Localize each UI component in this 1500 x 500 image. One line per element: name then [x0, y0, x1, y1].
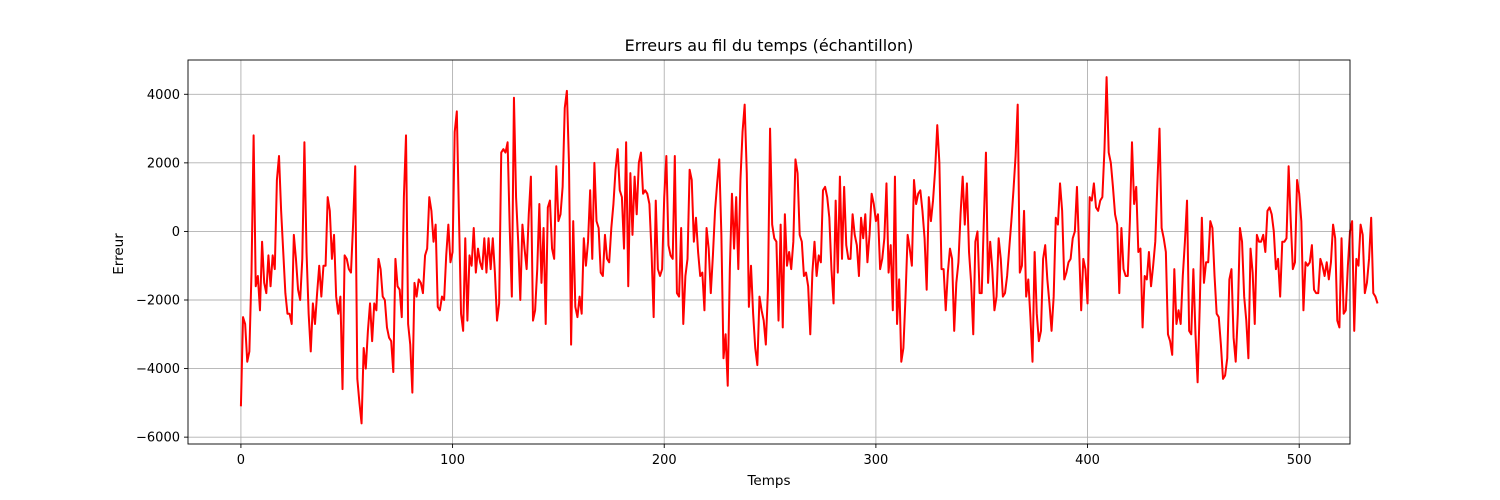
x-tick-label: 0	[237, 453, 245, 468]
y-tick-label: 2000	[147, 156, 180, 171]
x-tick-label: 300	[863, 453, 888, 468]
y-tick-label: −6000	[136, 431, 180, 446]
x-tick-label: 400	[1075, 453, 1100, 468]
y-axis-label: Erreur	[111, 233, 127, 275]
x-tick-label: 500	[1287, 453, 1312, 468]
y-tick-label: 0	[172, 225, 180, 240]
plot-frame	[187, 59, 1351, 445]
x-tick-label: 100	[440, 453, 465, 468]
series-line	[239, 76, 1379, 425]
series-layer	[239, 76, 1379, 425]
x-tick-label: 200	[652, 453, 677, 468]
y-tick-label: 4000	[147, 88, 180, 103]
x-axis-label: Temps	[746, 473, 790, 489]
tick-layer: 0 100 200 300 400 500 −6000 −4000 −2000 0 2000 4000	[136, 88, 1312, 468]
y-tick-label: −4000	[136, 362, 180, 377]
chart-title: Erreurs au fil du temps (échantillon)	[625, 36, 914, 55]
y-tick-label: −2000	[136, 294, 180, 309]
